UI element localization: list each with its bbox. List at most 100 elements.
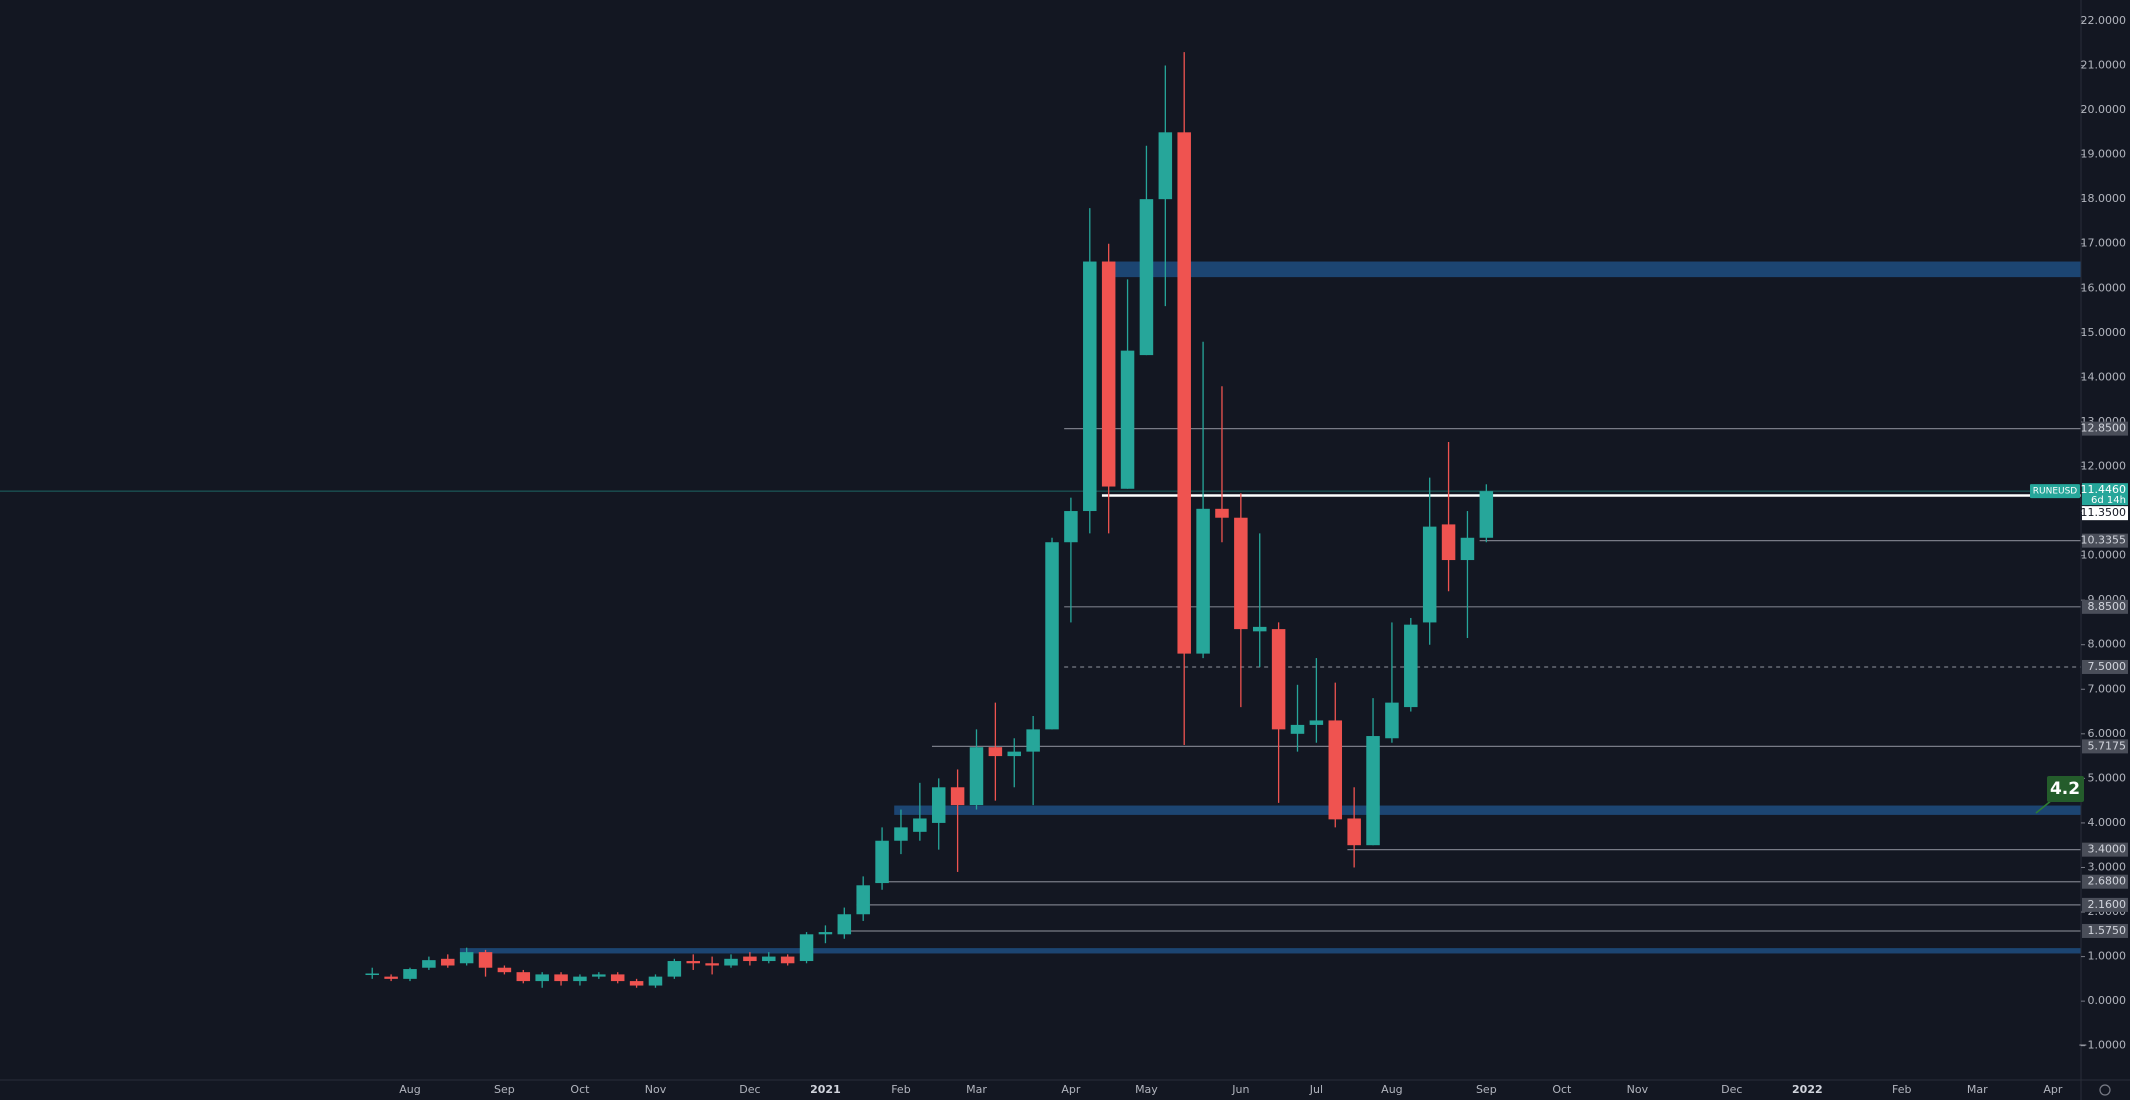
- y-tick-label: 21.0000: [2081, 58, 2127, 71]
- x-tick-label: Dec: [1721, 1083, 1742, 1096]
- y-tick-label: 14.0000: [2081, 370, 2127, 383]
- candle-body: [837, 914, 852, 935]
- candle-body: [969, 747, 984, 806]
- candle-body: [365, 973, 379, 976]
- x-tick-label: Aug: [1381, 1083, 1402, 1096]
- level-label-bg: [2082, 874, 2128, 889]
- candle-body: [818, 932, 833, 935]
- candle-body: [441, 958, 455, 966]
- candle-body: [1347, 818, 1361, 846]
- last-price-label: 11.4460: [2081, 483, 2127, 496]
- candle-body: [1026, 729, 1040, 752]
- candle-body: [1064, 511, 1078, 543]
- y-tick-label: 16.0000: [2081, 281, 2127, 294]
- x-tick-label: Dec: [739, 1083, 760, 1096]
- candle-body: [1290, 724, 1305, 734]
- candle-body: [1328, 720, 1343, 820]
- y-tick-label: 17.0000: [2081, 237, 2127, 250]
- level-label: 12.8500: [2081, 422, 2127, 435]
- candle-body: [1045, 542, 1059, 730]
- y-tick-label: 15.0000: [2081, 326, 2127, 339]
- candle-body: [799, 934, 814, 962]
- level-label: 2.6800: [2088, 875, 2127, 888]
- settings-icon[interactable]: [2099, 1084, 2111, 1096]
- candle-body: [1083, 261, 1097, 512]
- y-tick-label: 6.0000: [2088, 727, 2127, 740]
- y-tick-label: 12.0000: [2081, 459, 2127, 472]
- zone: [894, 805, 2081, 815]
- x-tick-label: Jul: [1309, 1083, 1323, 1096]
- x-tick-label: Apr: [2043, 1083, 2063, 1096]
- candle-body: [856, 885, 870, 915]
- level-label-bg: [2082, 897, 2128, 912]
- x-tick-label: Jun: [1231, 1083, 1249, 1096]
- y-tick-label: −1.0000: [2078, 1039, 2126, 1052]
- candle-body: [497, 967, 512, 973]
- x-tick-label: Apr: [1061, 1083, 1081, 1096]
- zones: [459, 261, 2081, 954]
- candle-body: [422, 960, 436, 968]
- candle-body: [686, 961, 700, 964]
- candle-body: [1460, 537, 1475, 561]
- candle-body: [1196, 508, 1210, 654]
- x-tick-label: Aug: [399, 1083, 420, 1096]
- candle-body: [384, 976, 398, 979]
- level-label: 7.5000: [2088, 660, 2127, 673]
- y-tick-label: 5.0000: [2088, 771, 2127, 784]
- level-label-bg: [2082, 739, 2128, 754]
- candle-body: [950, 787, 965, 806]
- level-label-bg: [2082, 421, 2128, 436]
- candle-body: [1404, 624, 1418, 708]
- countdown-label: 6d 14h: [2091, 495, 2126, 506]
- y-tick-label: 19.0000: [2081, 148, 2127, 161]
- x-tick-label: Sep: [494, 1083, 515, 1096]
- levels: [0, 428, 2081, 932]
- candle-body: [478, 952, 493, 968]
- level-label-bg: [2082, 599, 2128, 614]
- candle-body: [535, 974, 549, 982]
- level-label-bg: [2082, 659, 2128, 674]
- candle-body: [516, 972, 531, 982]
- annotation-bg: [2047, 776, 2084, 802]
- y-tick-label: 4.0000: [2088, 816, 2127, 829]
- level-label: 2.1600: [2088, 898, 2127, 911]
- x-tick-label: Nov: [645, 1083, 667, 1096]
- candle-body: [1177, 132, 1191, 654]
- candle-body: [648, 976, 663, 986]
- y-tick-label: 22.0000: [2081, 14, 2127, 27]
- x-tick-label: Mar: [1967, 1083, 1988, 1096]
- level-label-bg: [2082, 506, 2128, 521]
- level-label-bg: [2082, 842, 2128, 857]
- x-tick-label: Feb: [1892, 1083, 1911, 1096]
- candle-body: [743, 956, 757, 962]
- candle-body: [403, 969, 417, 979]
- x-tick-label: Mar: [966, 1083, 987, 1096]
- candle-body: [592, 974, 606, 977]
- level-label-bg: [2082, 533, 2128, 548]
- level-label-bg: [2082, 923, 2128, 938]
- candle-body: [1385, 702, 1399, 739]
- candle-body: [1441, 524, 1456, 561]
- level-label: 3.4000: [2088, 843, 2127, 856]
- candle-body: [1422, 526, 1437, 623]
- candle-body: [762, 956, 776, 962]
- x-tick-label: Sep: [1476, 1083, 1497, 1096]
- candle-body: [780, 956, 795, 964]
- y-tick-label: 10.0000: [2081, 549, 2127, 562]
- candle-body: [629, 981, 644, 986]
- candle-body: [1309, 720, 1324, 725]
- candle-body: [931, 787, 946, 823]
- candle-body: [1120, 350, 1135, 489]
- y-tick-label: 20.0000: [2081, 103, 2127, 116]
- zone: [1101, 261, 2081, 278]
- level-label: 1.5750: [2088, 924, 2127, 937]
- candle-body: [667, 961, 682, 977]
- y-tick-label: 3.0000: [2088, 860, 2127, 873]
- candle-body: [1158, 132, 1173, 200]
- y-tick-label: 0.0000: [2088, 994, 2127, 1007]
- candle-body: [1252, 626, 1267, 632]
- zone: [459, 948, 2081, 954]
- candle-body: [1271, 629, 1286, 730]
